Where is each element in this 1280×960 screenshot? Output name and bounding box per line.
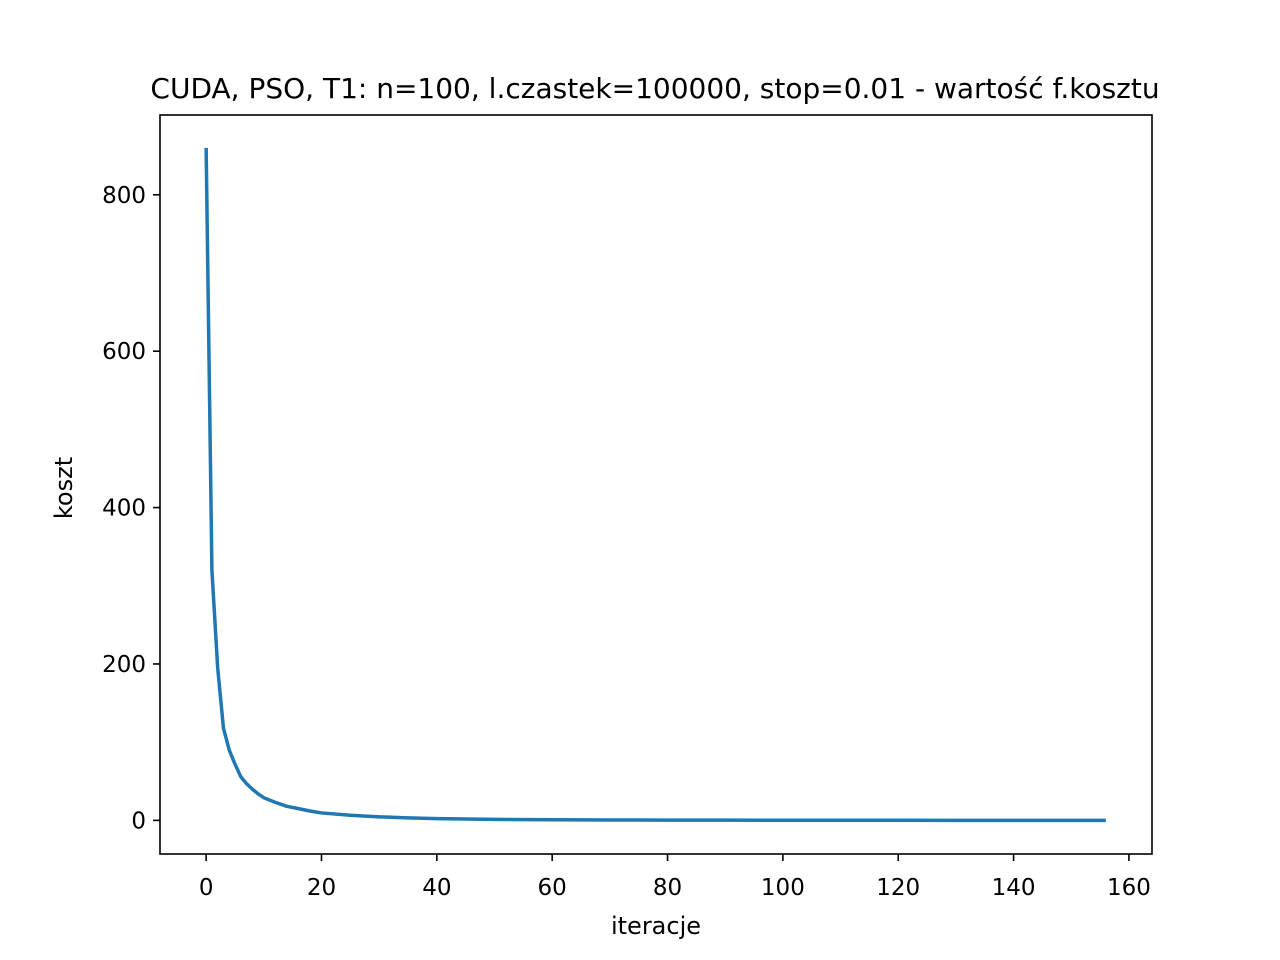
y-tick-label: 800 bbox=[102, 183, 146, 209]
chart-title: CUDA, PSO, T1: n=100, l.czastek=100000, … bbox=[150, 72, 1159, 105]
x-tick-label: 20 bbox=[307, 875, 336, 901]
x-tick-label: 100 bbox=[761, 875, 805, 901]
y-tick-label: 400 bbox=[102, 496, 146, 522]
x-tick-label: 140 bbox=[992, 875, 1036, 901]
x-axis-label: iteracje bbox=[611, 912, 701, 940]
y-tick-label: 200 bbox=[102, 652, 146, 678]
x-tick-label: 40 bbox=[422, 875, 451, 901]
x-tick-label: 60 bbox=[538, 875, 567, 901]
x-axis: 0 20 40 60 80 100 120 140 160 bbox=[199, 854, 1151, 901]
x-tick-label: 80 bbox=[653, 875, 682, 901]
plot-frame bbox=[159, 114, 1153, 855]
plot-area bbox=[204, 147, 1106, 823]
y-tick-label: 600 bbox=[102, 339, 146, 365]
series-line-koszt bbox=[204, 147, 1106, 823]
x-tick-label: 120 bbox=[876, 875, 920, 901]
x-tick-label: 160 bbox=[1107, 875, 1151, 901]
y-tick-label: 0 bbox=[131, 808, 146, 834]
y-axis: 0 200 400 600 800 bbox=[102, 183, 160, 834]
y-axis-label: koszt bbox=[50, 457, 78, 519]
x-tick-label: 0 bbox=[199, 875, 214, 901]
